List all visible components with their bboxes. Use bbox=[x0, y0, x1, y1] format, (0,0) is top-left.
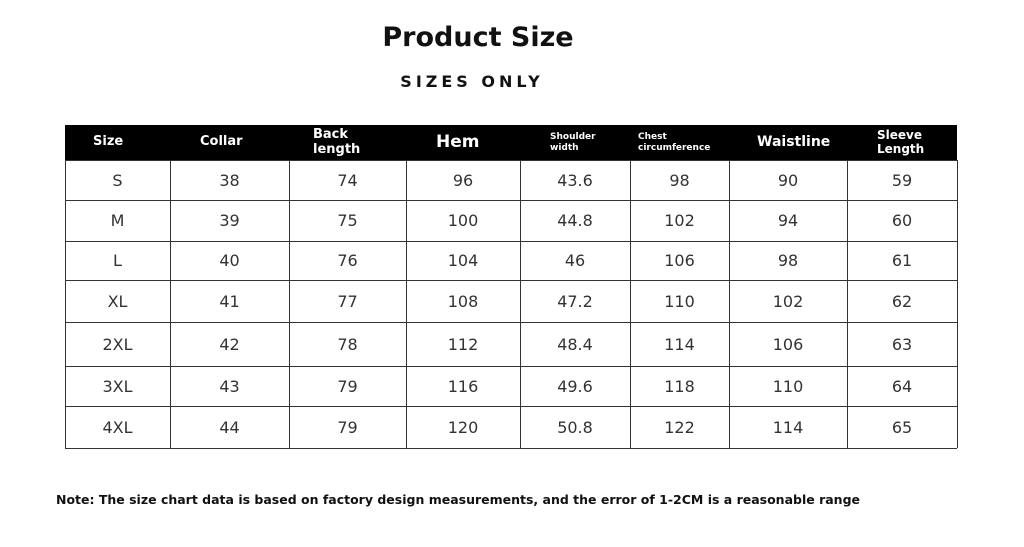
row-line bbox=[65, 448, 957, 449]
column-line bbox=[289, 160, 290, 448]
table-cell: 112 bbox=[447, 334, 479, 354]
table-cell: 110 bbox=[772, 376, 804, 396]
table-cell: 74 bbox=[337, 170, 358, 190]
column-line bbox=[520, 160, 521, 448]
table-cell: 65 bbox=[891, 417, 913, 437]
table-cell: 63 bbox=[891, 334, 913, 354]
table-cell: 79 bbox=[337, 417, 358, 437]
column-line bbox=[65, 160, 66, 448]
table-cell: 48.4 bbox=[557, 334, 593, 354]
table-cell: 104 bbox=[447, 251, 479, 270]
column-line bbox=[630, 160, 631, 448]
table-cell: 76 bbox=[337, 251, 358, 270]
table-cell: 60 bbox=[891, 211, 913, 230]
table-cell: L bbox=[113, 251, 122, 270]
table-cell: 94 bbox=[777, 211, 799, 230]
table-cell: 114 bbox=[664, 334, 695, 354]
table-cell: XL bbox=[107, 291, 128, 311]
table-cell: 43.6 bbox=[557, 170, 593, 190]
table-cell: 79 bbox=[337, 376, 358, 396]
header-bg bbox=[65, 125, 957, 160]
row-line bbox=[65, 366, 957, 367]
column-line bbox=[957, 160, 958, 448]
table-cell: 75 bbox=[337, 211, 358, 230]
row-line bbox=[65, 241, 957, 242]
table-cell: 50.8 bbox=[557, 417, 593, 437]
table-cell: 2XL bbox=[102, 334, 133, 354]
table-cell: 116 bbox=[447, 376, 479, 396]
table-cell: 40 bbox=[219, 251, 240, 270]
table-cell: 108 bbox=[447, 291, 479, 311]
table-cell: 61 bbox=[891, 251, 913, 270]
table-cell: 46 bbox=[564, 251, 586, 270]
column-line bbox=[170, 160, 171, 448]
table-cell: 64 bbox=[891, 376, 913, 396]
table-cell: 42 bbox=[219, 334, 240, 354]
table-cell: 4XL bbox=[102, 417, 133, 437]
note: Note: The size chart data is based on fa… bbox=[56, 492, 860, 507]
table-cell: 98 bbox=[777, 251, 799, 270]
table-cell: 3XL bbox=[102, 376, 133, 396]
table-cell: 39 bbox=[219, 211, 240, 230]
row-line bbox=[65, 322, 957, 323]
row-line bbox=[65, 406, 957, 407]
table-cell: 96 bbox=[452, 170, 474, 190]
table-cell: 43 bbox=[219, 376, 240, 396]
column-header: Hem bbox=[436, 131, 480, 152]
table-cell: 44.8 bbox=[557, 211, 593, 230]
table-cell: 102 bbox=[772, 291, 804, 311]
table-cell: 110 bbox=[664, 291, 695, 311]
row-line bbox=[65, 200, 957, 201]
table-cell: 106 bbox=[772, 334, 804, 354]
table-cell: 102 bbox=[664, 211, 695, 230]
table-cell: 120 bbox=[447, 417, 479, 437]
row-line bbox=[65, 160, 957, 161]
table-cell: 59 bbox=[891, 170, 913, 190]
table-cell: 98 bbox=[669, 170, 690, 190]
column-line bbox=[847, 160, 848, 448]
table-cell: S bbox=[112, 170, 123, 190]
column-header: Back length bbox=[313, 126, 361, 157]
column-header: Chest circumference bbox=[638, 132, 711, 153]
table-cell: 114 bbox=[772, 417, 804, 437]
column-header: Sleeve Length bbox=[877, 127, 925, 156]
table-cell: 38 bbox=[219, 170, 240, 190]
subtitle: SIZES ONLY bbox=[400, 72, 544, 91]
column-header: Shoulder width bbox=[550, 132, 596, 153]
table-cell: 47.2 bbox=[557, 291, 593, 311]
column-header: Collar bbox=[200, 134, 243, 150]
table-cell: 90 bbox=[777, 170, 799, 190]
table-cell: 49.6 bbox=[557, 376, 593, 396]
column-line bbox=[729, 160, 730, 448]
table-cell: 100 bbox=[447, 211, 479, 230]
column-line bbox=[406, 160, 407, 448]
table-cell: 118 bbox=[664, 376, 695, 396]
table-cell: M bbox=[110, 211, 125, 230]
table-cell: 122 bbox=[664, 417, 695, 437]
column-header: Waistline bbox=[757, 134, 831, 151]
table-cell: 106 bbox=[664, 251, 695, 270]
table-cell: 78 bbox=[337, 334, 358, 354]
row-line bbox=[65, 280, 957, 281]
table-cell: 44 bbox=[219, 417, 240, 437]
table-cell: 41 bbox=[219, 291, 240, 311]
title: Product Size bbox=[382, 22, 574, 53]
table-cell: 77 bbox=[337, 291, 358, 311]
table-cell: 62 bbox=[891, 291, 913, 311]
column-header: Size bbox=[93, 134, 124, 150]
